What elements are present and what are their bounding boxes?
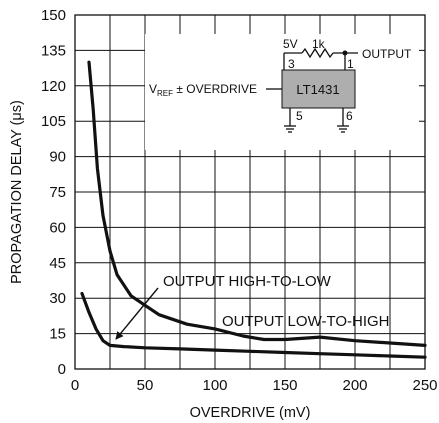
x-tick-label: 0 [71, 377, 79, 394]
circuit-ic [281, 69, 356, 109]
ground-icon [284, 125, 296, 133]
annotations: OUTPUT HIGH-TO-LOW OUTPUT LOW-TO-HIGH [115, 273, 390, 340]
annotation-low-to-high: OUTPUT LOW-TO-HIGH [222, 313, 390, 330]
y-tick-label: 120 [41, 78, 66, 95]
y-tick-label: 90 [49, 149, 66, 166]
x-tick-label: 50 [137, 377, 154, 394]
y-tick-label: 45 [49, 255, 66, 272]
y-tick-label: 105 [41, 113, 66, 130]
x-tick-label: 250 [412, 377, 437, 394]
inset-circuit: 5V 1k OUTPUT 3 1 LT1431 VREF ± OVERDRIVE… [145, 34, 419, 150]
y-tick-label: 135 [41, 42, 66, 59]
circuit-output-label: OUTPUT [362, 47, 412, 61]
annotation-high-to-low: OUTPUT HIGH-TO-LOW [163, 273, 332, 290]
x-tick-label: 100 [202, 377, 227, 394]
circuit-resistor-label: 1k [312, 37, 326, 51]
series-line-high-to-low [87, 60, 427, 347]
x-tick-label: 200 [342, 377, 367, 394]
x-axis-title: OVERDRIVE (mV) [190, 405, 311, 421]
circuit-pin-3: 3 [288, 57, 295, 71]
circuit-input-label: VREF ± OVERDRIVE [149, 82, 257, 98]
series-layer [80, 60, 427, 359]
y-tick-label: 75 [49, 184, 66, 201]
ground-icon [337, 125, 349, 133]
series-line-low-to-high [80, 291, 427, 359]
circuit-pin-6: 6 [346, 109, 353, 123]
circuit-pin-5: 5 [296, 109, 303, 123]
y-tick-label: 15 [49, 326, 66, 343]
x-tick-label: 150 [272, 377, 297, 394]
y-axis-title: PROPAGATION DELAY (μs) [9, 100, 25, 284]
y-tick-label: 60 [49, 219, 66, 236]
plot-frame [74, 14, 426, 370]
y-tick-label: 150 [41, 7, 66, 24]
y-tick-label: 0 [58, 361, 66, 378]
circuit-supply-label: 5V [283, 37, 298, 51]
annotation-arrow [115, 287, 159, 340]
circuit-resistor [301, 47, 334, 59]
circuit-pin-1: 1 [347, 57, 354, 71]
circuit-ic-label: LT1431 [296, 82, 339, 97]
y-tick-label: 30 [49, 290, 66, 307]
